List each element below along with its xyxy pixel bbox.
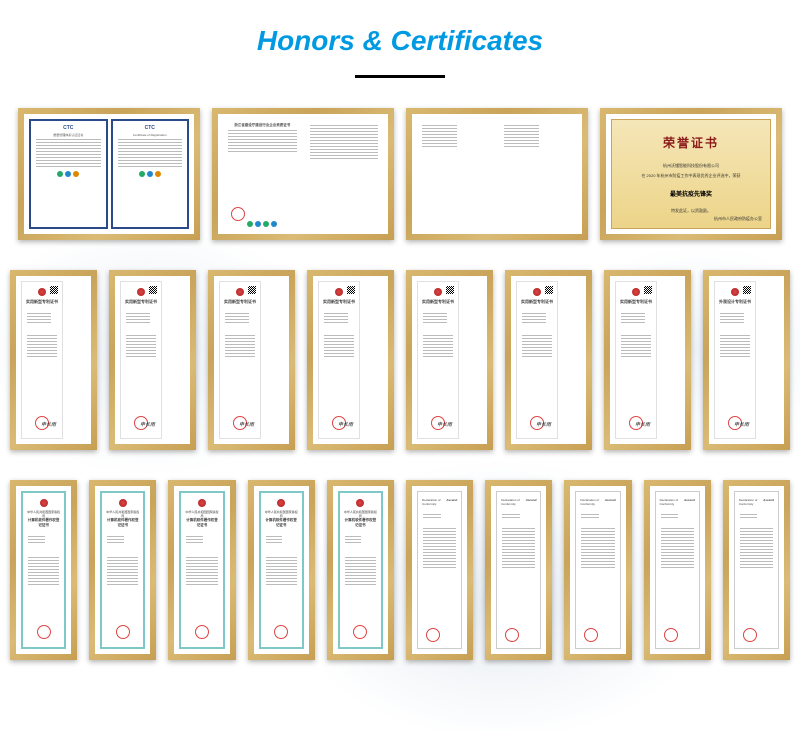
- qr-code-icon: [50, 286, 58, 294]
- qr-code-icon: [545, 286, 553, 294]
- registration-left: 浙江省建设厅建设行业企业资质证书: [223, 119, 302, 229]
- emblem-icon: [632, 288, 640, 296]
- registration-right: [305, 119, 384, 229]
- patent-certificate-frame: 实用新型专利证书 申长雨: [109, 270, 196, 450]
- stamp-icon: [664, 628, 678, 642]
- patent-certificate: 实用新型专利证书 申长雨: [516, 281, 558, 439]
- signature: 申长雨: [437, 421, 452, 428]
- emblem-icon: [434, 288, 442, 296]
- qr-code-icon: [149, 286, 157, 294]
- copyright-certificate: 中华人民共和国国家版权局 计算机软件著作权登记证书: [100, 491, 145, 649]
- conformity-certificate-frame: Declaration of ConformityAscend: [644, 480, 711, 660]
- stamp-icon: [195, 625, 209, 639]
- stamp-icon: [231, 207, 245, 221]
- conformity-certificate: Declaration of ConformityAscend: [734, 491, 779, 649]
- signature: 申长雨: [41, 421, 56, 428]
- stamp-icon: [426, 628, 440, 642]
- signature: 申长雨: [635, 421, 650, 428]
- certificates-row-3: 中华人民共和国国家版权局 计算机软件著作权登记证书 中华人民共和国国家版权局 计…: [10, 480, 790, 660]
- patent-certificate: 实用新型专利证书 申长雨: [417, 281, 459, 439]
- copyright-certificate: 中华人民共和国国家版权局 计算机软件著作权登记证书: [338, 491, 383, 649]
- title-divider: [355, 75, 445, 78]
- certificate-frame: 荣誉证书 杭州沃镭智能科技股份有限公司 在 2020 年杭州市防疫工作中表现优秀…: [600, 108, 782, 240]
- qr-code-icon: [743, 286, 751, 294]
- conformity-certificate: Declaration of ConformityAscend: [417, 491, 462, 649]
- copyright-certificate-frame: 中华人民共和国国家版权局 计算机软件著作权登记证书: [168, 480, 235, 660]
- signature: 申长雨: [734, 421, 749, 428]
- certificate-frame: [406, 108, 588, 240]
- emblem-icon: [198, 499, 206, 507]
- copyright-certificate-frame: 中华人民共和国国家版权局 计算机软件著作权登记证书: [10, 480, 77, 660]
- signature: 申长雨: [239, 421, 254, 428]
- qr-code-icon: [248, 286, 256, 294]
- qr-code-icon: [644, 286, 652, 294]
- patent-certificate-frame: 实用新型专利证书 申长雨: [406, 270, 493, 450]
- conformity-certificate-frame: Declaration of ConformityAscend: [406, 480, 473, 660]
- stamp-icon: [116, 625, 130, 639]
- emblem-icon: [731, 288, 739, 296]
- stamp-icon: [353, 625, 367, 639]
- patent-certificate-frame: 实用新型专利证书 申长雨: [10, 270, 97, 450]
- stamp-icon: [274, 625, 288, 639]
- conformity-certificate: Declaration of ConformityAscend: [496, 491, 541, 649]
- page-title: Honors & Certificates: [10, 25, 790, 57]
- patent-certificate-frame: 外观设计专利证书 申长雨: [703, 270, 790, 450]
- patent-certificate: 实用新型专利证书 申长雨: [120, 281, 162, 439]
- emblem-icon: [277, 499, 285, 507]
- patent-certificate: 实用新型专利证书 申长雨: [219, 281, 261, 439]
- copyright-certificate: 中华人民共和国国家版权局 计算机软件著作权登记证书: [21, 491, 66, 649]
- certificates-row-1: CTC 质量管理体系认证证书 CTC Certificate of Regist…: [10, 108, 790, 240]
- emblem-icon: [119, 499, 127, 507]
- patent-certificate-frame: 实用新型专利证书 申长雨: [505, 270, 592, 450]
- copyright-certificate: 中华人民共和国国家版权局 计算机软件著作权登记证书: [259, 491, 304, 649]
- patent-certificate: 实用新型专利证书 申长雨: [318, 281, 360, 439]
- certificate-frame: 浙江省建设厅建设行业企业资质证书: [212, 108, 394, 240]
- stamp-icon: [37, 625, 51, 639]
- patent-certificate: 外观设计专利证书 申长雨: [714, 281, 756, 439]
- emblem-icon: [533, 288, 541, 296]
- honor-certificate: 荣誉证书 杭州沃镭智能科技股份有限公司 在 2020 年杭州市防疫工作中表现优秀…: [611, 119, 771, 229]
- signature: 申长雨: [140, 421, 155, 428]
- copyright-certificate-frame: 中华人民共和国国家版权局 计算机软件著作权登记证书: [327, 480, 394, 660]
- certificates-row-2: 实用新型专利证书 申长雨 实用新型专利证书 申长雨 实用新型专利证书 申长雨 实…: [10, 270, 790, 450]
- conformity-certificate-frame: Declaration of ConformityAscend: [485, 480, 552, 660]
- copyright-certificate-frame: 中华人民共和国国家版权局 计算机软件著作权登记证书: [248, 480, 315, 660]
- conformity-certificate-frame: Declaration of ConformityAscend: [723, 480, 790, 660]
- signature: 申长雨: [338, 421, 353, 428]
- plain-doc-right: [499, 119, 578, 229]
- certificate-frame: CTC 质量管理体系认证证书 CTC Certificate of Regist…: [18, 108, 200, 240]
- emblem-icon: [335, 288, 343, 296]
- patent-certificate: 实用新型专利证书 申长雨: [21, 281, 63, 439]
- emblem-icon: [236, 288, 244, 296]
- patent-certificate-frame: 实用新型专利证书 申长雨: [208, 270, 295, 450]
- conformity-certificate-frame: Declaration of ConformityAscend: [564, 480, 631, 660]
- conformity-certificate: Declaration of ConformityAscend: [575, 491, 620, 649]
- emblem-icon: [356, 499, 364, 507]
- copyright-certificate-frame: 中华人民共和国国家版权局 计算机软件著作权登记证书: [89, 480, 156, 660]
- copyright-certificate: 中华人民共和国国家版权局 计算机软件著作权登记证书: [179, 491, 224, 649]
- signature: 申长雨: [536, 421, 551, 428]
- qr-code-icon: [446, 286, 454, 294]
- patent-certificate-frame: 实用新型专利证书 申长雨: [604, 270, 691, 450]
- honor-title: 荣誉证书: [663, 134, 719, 151]
- emblem-icon: [137, 288, 145, 296]
- patent-certificate: 实用新型专利证书 申长雨: [615, 281, 657, 439]
- stamp-icon: [743, 628, 757, 642]
- patent-certificate-frame: 实用新型专利证书 申长雨: [307, 270, 394, 450]
- qr-code-icon: [347, 286, 355, 294]
- ctc-certificate-left: CTC 质量管理体系认证证书: [29, 119, 108, 229]
- emblem-icon: [40, 499, 48, 507]
- ctc-certificate-right: CTC Certificate of Registration: [111, 119, 190, 229]
- plain-doc-left: [417, 119, 496, 229]
- emblem-icon: [38, 288, 46, 296]
- conformity-certificate: Declaration of ConformityAscend: [655, 491, 700, 649]
